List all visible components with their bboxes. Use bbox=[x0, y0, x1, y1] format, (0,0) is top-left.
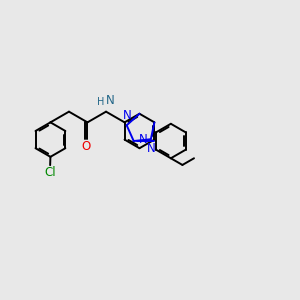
Text: H: H bbox=[97, 98, 104, 107]
Text: N: N bbox=[106, 94, 115, 107]
Text: O: O bbox=[81, 140, 91, 153]
Text: N: N bbox=[139, 133, 148, 146]
Text: Cl: Cl bbox=[44, 166, 56, 179]
Text: N: N bbox=[147, 142, 156, 155]
Text: N: N bbox=[123, 109, 132, 122]
